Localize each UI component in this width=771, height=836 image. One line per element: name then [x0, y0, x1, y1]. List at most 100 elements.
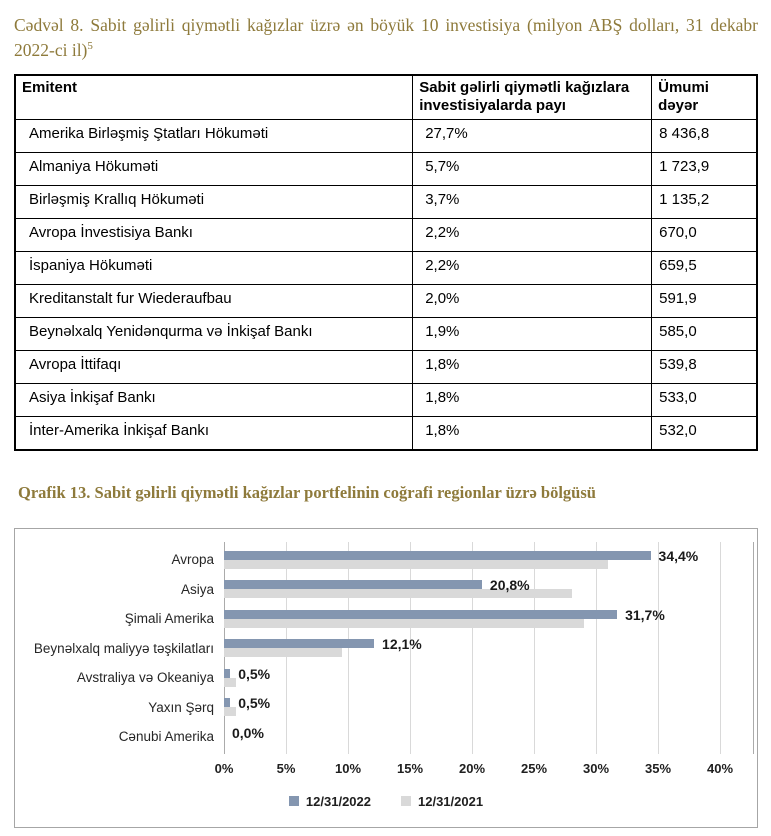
chart-caption: Qrafik 13. Sabit gəlirli qiymətli kağızl…	[18, 482, 596, 502]
x-tick-label: 0%	[214, 760, 234, 776]
investments-table-header: Emitent Sabit gəlirli qiymətli kağızlara…	[14, 74, 758, 121]
cell-pay: 2,2%	[412, 218, 653, 253]
cell-deyer: 585,0	[651, 317, 758, 352]
category-label: Avstraliya və Okeaniya	[76, 670, 214, 686]
cell-emitent: Beynəlxalq Yenidənqurma və İnkişaf Bankı	[14, 317, 414, 352]
cell-pay: 5,7%	[412, 152, 653, 187]
chart-category-row: Cənubi Amerika 0,0%	[15, 722, 757, 752]
gridline	[658, 542, 659, 755]
category-label: Şimali Amerika	[124, 611, 214, 627]
gridline	[534, 542, 535, 755]
table-row: İnter-Amerika İnkişaf Bankı 1,8% 532,0	[14, 416, 758, 451]
data-label: 12,1%	[382, 636, 422, 653]
cell-pay: 1,9%	[412, 317, 653, 352]
bar-2022	[224, 668, 231, 678]
x-tick-label: 20%	[458, 760, 486, 776]
footnote-marker: 5	[87, 40, 93, 53]
legend-label: 12/31/2022	[305, 793, 371, 809]
chart-category-row: Yaxın Şərq 0,5%	[15, 693, 757, 723]
category-label: Beynəlxalq maliyyə təşkilatları	[33, 640, 214, 656]
cell-pay: 27,7%	[412, 119, 653, 154]
bar-2021	[224, 677, 237, 687]
table-row: Avropa İttifaqı 1,8% 539,8	[14, 350, 758, 385]
bar-2021	[224, 707, 237, 717]
bar-2021	[224, 559, 609, 569]
cell-emitent: İnter-Amerika İnkişaf Bankı	[14, 416, 414, 451]
gridline	[410, 542, 411, 755]
legend-item: 12/31/2022	[288, 793, 371, 809]
table-row: Beynəlxalq Yenidənqurma və İnkişaf Bankı…	[14, 317, 758, 352]
cell-pay: 2,2%	[412, 251, 653, 286]
bar-2021	[224, 589, 573, 599]
chart-category-row: Avropa 34,4%	[15, 545, 757, 575]
cell-pay: 1,8%	[412, 383, 653, 418]
x-tick-label: 30%	[582, 760, 610, 776]
header-row: Emitent Sabit gəlirli qiymətli kağızlara…	[14, 74, 758, 121]
header-emitent: Emitent	[14, 74, 414, 121]
x-tick-label: 35%	[644, 760, 672, 776]
bar-2022	[224, 698, 231, 708]
table-row: Almaniya Hökuməti 5,7% 1 723,9	[14, 152, 758, 187]
x-tick-label: 5%	[276, 760, 296, 776]
gridline	[472, 542, 473, 755]
bar-2022	[224, 639, 375, 649]
table-row: Avropa İnvestisiya Bankı 2,2% 670,0	[14, 218, 758, 253]
bar-group: 0,5%	[224, 665, 753, 687]
cell-pay: 1,8%	[412, 350, 653, 385]
cell-pay: 1,8%	[412, 416, 653, 451]
table-row: Amerika Birləşmiş Ştatları Hökuməti 27,7%…	[14, 119, 758, 154]
chart-category-row: Beynəlxalq maliyyə təşkilatları 12,1%	[15, 634, 757, 664]
bar-2022	[224, 580, 482, 590]
gridline	[720, 542, 721, 755]
cell-emitent: Amerika Birləşmiş Ştatları Hökuməti	[14, 119, 414, 154]
cell-emitent: İspaniya Hökuməti	[14, 251, 414, 286]
chart-category-row: Avstraliya və Okeaniya 0,5%	[15, 663, 757, 693]
cell-emitent: Asiya İnkişaf Bankı	[14, 383, 414, 418]
x-axis: 0% 5% 10% 15% 20% 25% 30% 35% 40%	[215, 759, 753, 781]
bar-2022	[224, 550, 651, 560]
chart-category-row: Asiya 20,8%	[15, 575, 757, 605]
data-label: 20,8%	[489, 577, 530, 594]
cell-emitent: Avropa İnvestisiya Bankı	[14, 218, 414, 253]
bar-group: 0,5%	[224, 695, 753, 717]
legend-swatch-icon	[401, 796, 411, 807]
investments-table-body: Amerika Birləşmiş Ştatları Hökuməti 27,7%…	[14, 119, 758, 451]
chart: Avropa 34,4% Asiya 20,8% Şimali Amerika 31,7%…	[14, 528, 758, 829]
bar-2021	[224, 648, 342, 658]
data-label: 0,5%	[238, 695, 271, 712]
data-label: 0,5%	[238, 665, 271, 682]
cell-deyer: 1 723,9	[651, 152, 758, 187]
category-label: Yaxın Şərq	[148, 699, 214, 715]
chart-rows: Avropa 34,4% Asiya 20,8% Şimali Amerika 31,7%…	[15, 545, 757, 752]
bar-group: 20,8%	[224, 577, 753, 599]
cell-deyer: 670,0	[651, 218, 758, 253]
x-tick-label: 15%	[396, 760, 424, 776]
gridline	[596, 542, 597, 755]
plot-right-border	[753, 542, 754, 755]
cell-deyer: 533,0	[651, 383, 758, 418]
header-pay: Sabit gəlirli qiymətli kağızlara investi…	[412, 74, 653, 121]
x-tick-label: 10%	[334, 760, 362, 776]
bar-2021	[224, 618, 584, 628]
data-label: 34,4%	[658, 547, 699, 564]
bar-group: 0,0%	[224, 724, 753, 746]
chart-legend: 12/31/2022 12/31/2021	[15, 794, 757, 809]
cell-emitent: Avropa İttifaqı	[14, 350, 414, 385]
table-caption-text: Cədvəl 8. Sabit gəlirli qiymətli kağızla…	[14, 15, 758, 60]
cell-pay: 3,7%	[412, 185, 653, 220]
category-label: Avropa	[171, 552, 214, 568]
data-label: 31,7%	[625, 606, 665, 623]
header-deyer: Ümumi dəyər	[651, 74, 758, 121]
investments-table: Emitent Sabit gəlirli qiymətli kağızlara…	[14, 73, 758, 451]
legend-item: 12/31/2021	[401, 794, 483, 809]
x-tick-label: 25%	[520, 760, 548, 776]
data-label: 0,0%	[232, 724, 264, 741]
table-row: Birləşmiş Krallıq Hökuməti 3,7% 1 135,2	[14, 185, 758, 220]
cell-deyer: 1 135,2	[651, 185, 758, 220]
x-tick-label: 40%	[706, 760, 734, 776]
legend-swatch-icon	[288, 796, 299, 807]
cell-emitent: Kreditanstalt fur Wiederaufbau	[14, 284, 414, 319]
cell-deyer: 8 436,8	[651, 119, 758, 154]
cell-emitent: Birləşmiş Krallıq Hökuməti	[14, 185, 414, 220]
